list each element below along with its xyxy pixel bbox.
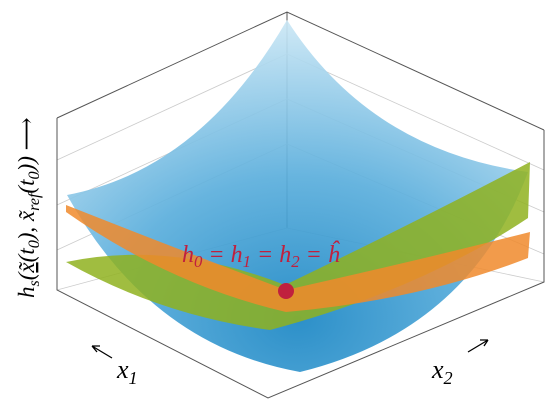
- y-label-part: 0: [26, 171, 43, 179]
- annotation-part: =: [300, 242, 328, 268]
- svg-text:x1: x1: [116, 355, 138, 388]
- green-surface: [66, 162, 530, 330]
- x2-label-part: x: [431, 355, 444, 384]
- annotation-part: h: [231, 242, 243, 268]
- y-label-part: )): [14, 156, 39, 173]
- annotation-part: =: [251, 242, 279, 268]
- y-label-part: h: [14, 287, 39, 299]
- x1-label-part: x: [116, 355, 129, 384]
- y-label-part: t: [14, 179, 39, 186]
- annotation-part: h: [182, 242, 194, 268]
- x2-label-part: 2: [444, 368, 453, 388]
- y-label-part: x̃: [14, 261, 39, 274]
- orange-surface: [66, 205, 530, 312]
- annotation-part: 2: [291, 252, 300, 271]
- x1-axis-label: x1: [91, 345, 138, 388]
- annotation-part: ĥ: [328, 241, 341, 268]
- x1-label-part: 1: [129, 368, 138, 388]
- y-label-part: ref: [26, 191, 43, 211]
- y-label-part: t: [14, 248, 39, 255]
- svg-text:x2: x2: [431, 355, 453, 388]
- y-label-part: x̃: [14, 210, 39, 223]
- y-axis-label: hs(x̃(t0), x̃ref(t0)) ⟶: [14, 117, 43, 298]
- annotation-part: =: [202, 242, 230, 268]
- y-label-part: s: [26, 280, 43, 286]
- annotation-part: 1: [243, 252, 251, 271]
- annotation-part: h: [279, 242, 291, 268]
- y-label-part: 0: [26, 240, 43, 248]
- annotation-part: 0: [194, 252, 203, 271]
- annotation: h0 = h1 = h2 = ĥ: [182, 241, 341, 271]
- y-label-part: ⟶: [14, 117, 39, 156]
- y-label-part: (: [14, 271, 39, 280]
- y-label-part: (: [14, 253, 39, 262]
- box-front: [56, 118, 545, 399]
- y-label-part: (: [14, 185, 39, 194]
- x2-axis-label: x2: [431, 339, 489, 388]
- equilibrium-point: [278, 283, 294, 299]
- y-label-part: ),: [14, 221, 39, 242]
